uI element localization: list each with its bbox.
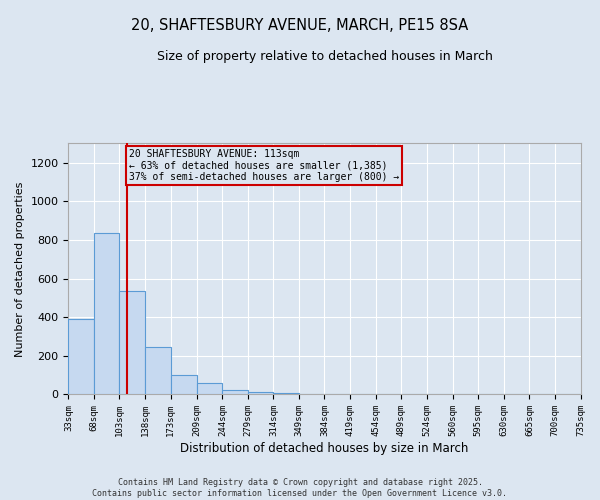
Bar <box>119 291 145 395</box>
Bar <box>223 390 248 394</box>
Text: 20 SHAFTESBURY AVENUE: 113sqm
← 63% of detached houses are smaller (1,385)
37% o: 20 SHAFTESBURY AVENUE: 113sqm ← 63% of d… <box>129 149 399 182</box>
Bar <box>68 319 94 394</box>
Text: Contains HM Land Registry data © Crown copyright and database right 2025.
Contai: Contains HM Land Registry data © Crown c… <box>92 478 508 498</box>
Bar <box>145 347 170 395</box>
Bar <box>274 393 299 394</box>
Bar <box>94 233 119 394</box>
Text: 20, SHAFTESBURY AVENUE, MARCH, PE15 8SA: 20, SHAFTESBURY AVENUE, MARCH, PE15 8SA <box>131 18 469 32</box>
Bar <box>197 384 223 394</box>
Y-axis label: Number of detached properties: Number of detached properties <box>15 181 25 356</box>
X-axis label: Distribution of detached houses by size in March: Distribution of detached houses by size … <box>180 442 469 455</box>
Title: Size of property relative to detached houses in March: Size of property relative to detached ho… <box>157 50 493 63</box>
Bar <box>170 375 197 394</box>
Bar <box>248 392 274 394</box>
